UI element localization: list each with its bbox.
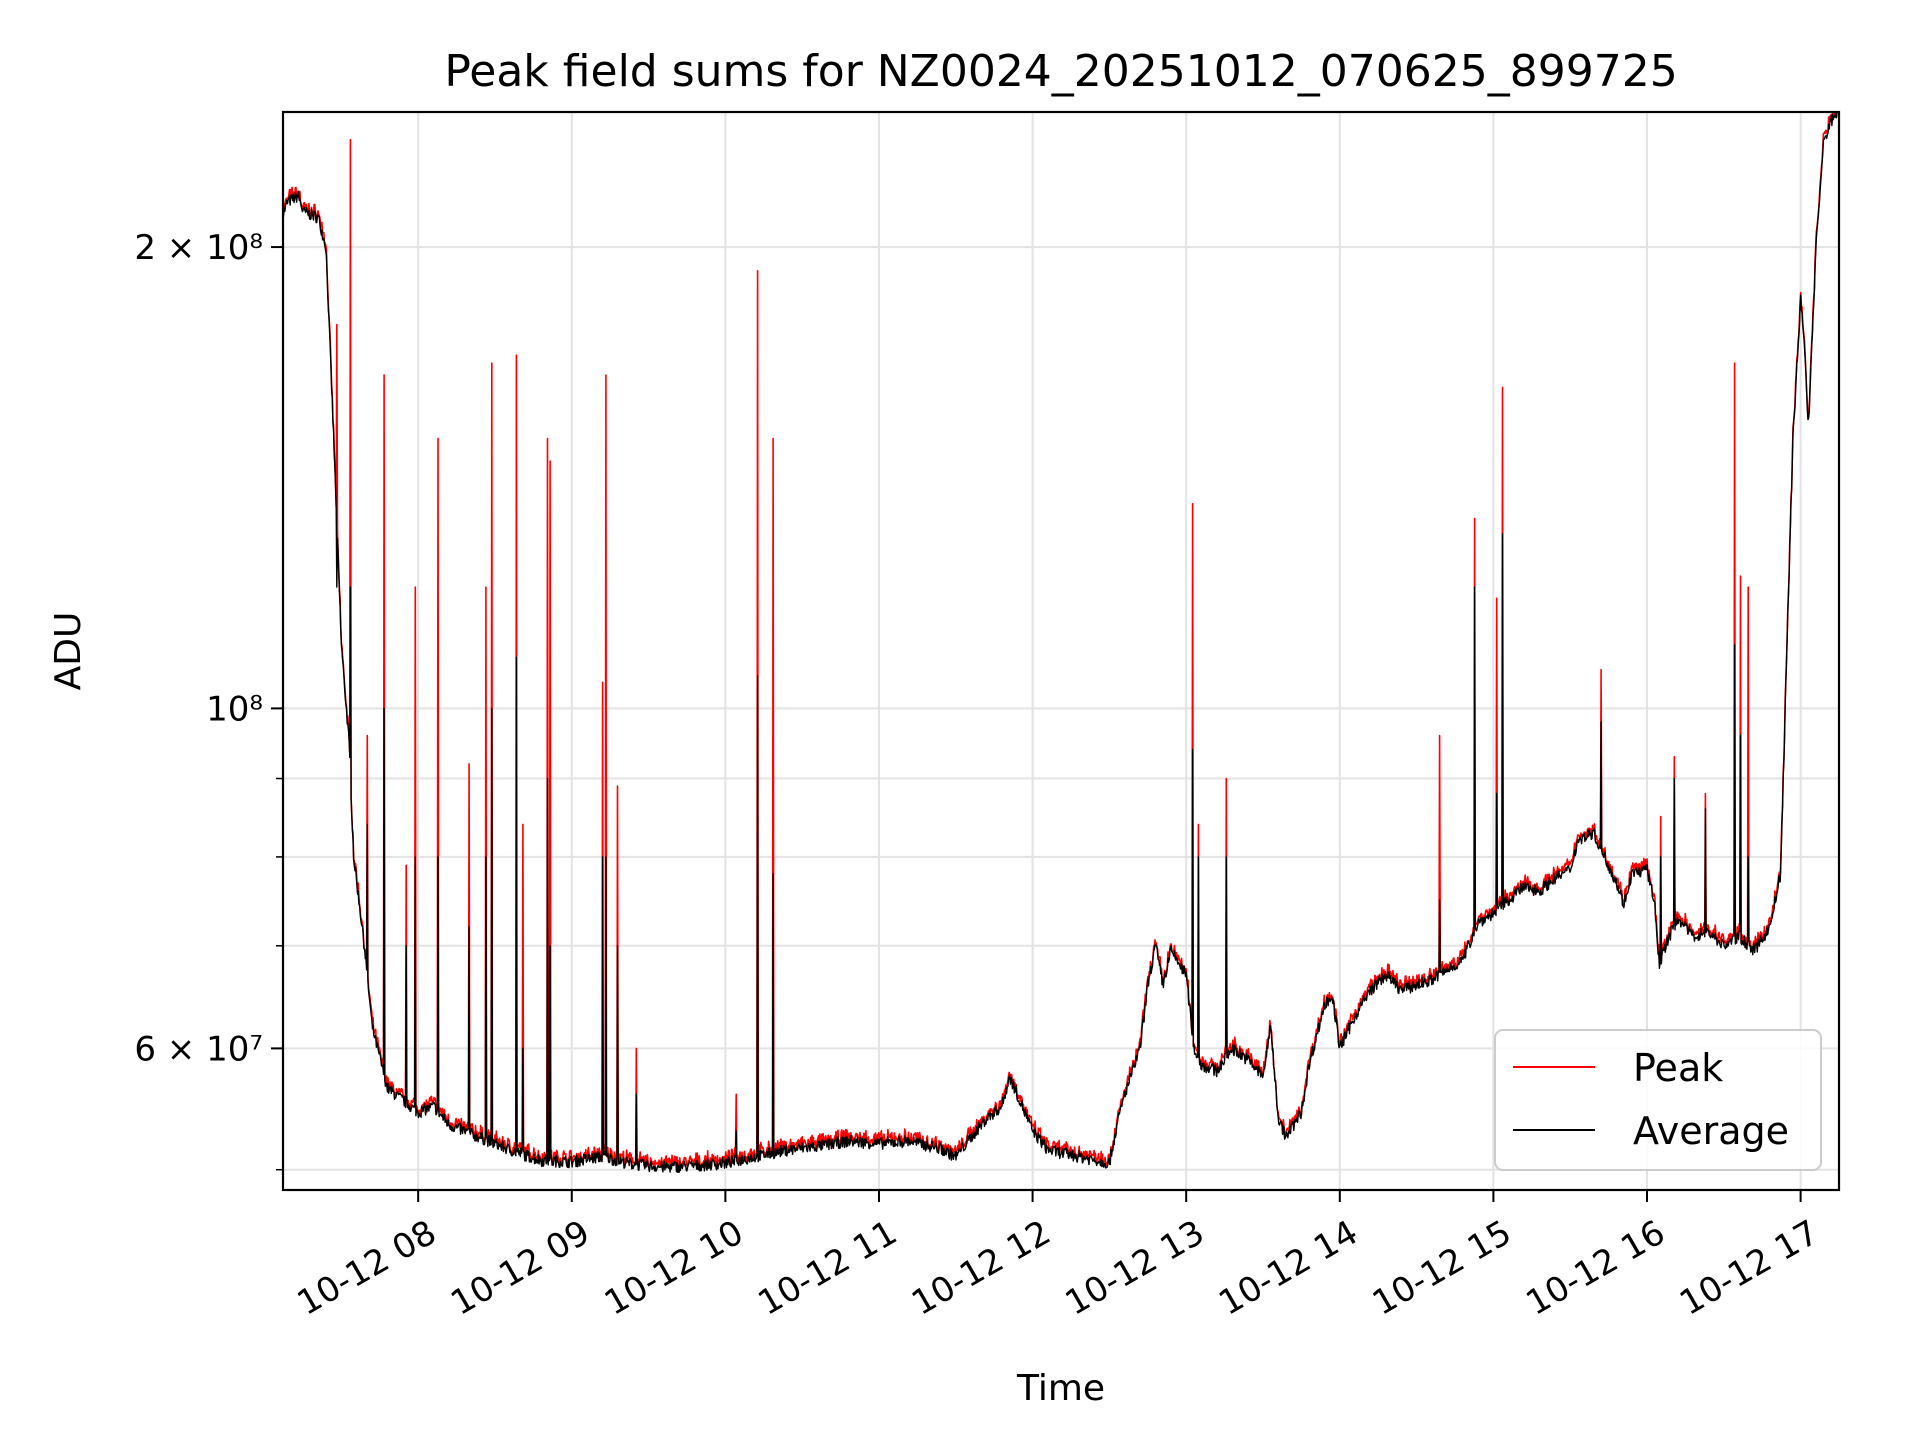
series-lines xyxy=(283,112,1839,1173)
legend-peak-label: Peak xyxy=(1633,1046,1723,1090)
y-axis-label: ADU xyxy=(48,612,89,691)
average-series-line xyxy=(283,112,1839,1173)
plot-frame xyxy=(281,110,1841,1192)
legend-average-label: Average xyxy=(1633,1109,1789,1153)
y-tick-label: 10⁸ xyxy=(206,689,263,729)
y-tick-label: 6 × 10⁷ xyxy=(134,1029,263,1069)
chart-title: Peak field sums for NZ0024_20251012_0706… xyxy=(444,46,1677,97)
legend: Peak Average xyxy=(1494,1029,1822,1171)
x-axis-label: Time xyxy=(1016,1368,1105,1409)
legend-box xyxy=(1494,1029,1822,1171)
y-tick-label: 2 × 10⁸ xyxy=(134,228,263,268)
